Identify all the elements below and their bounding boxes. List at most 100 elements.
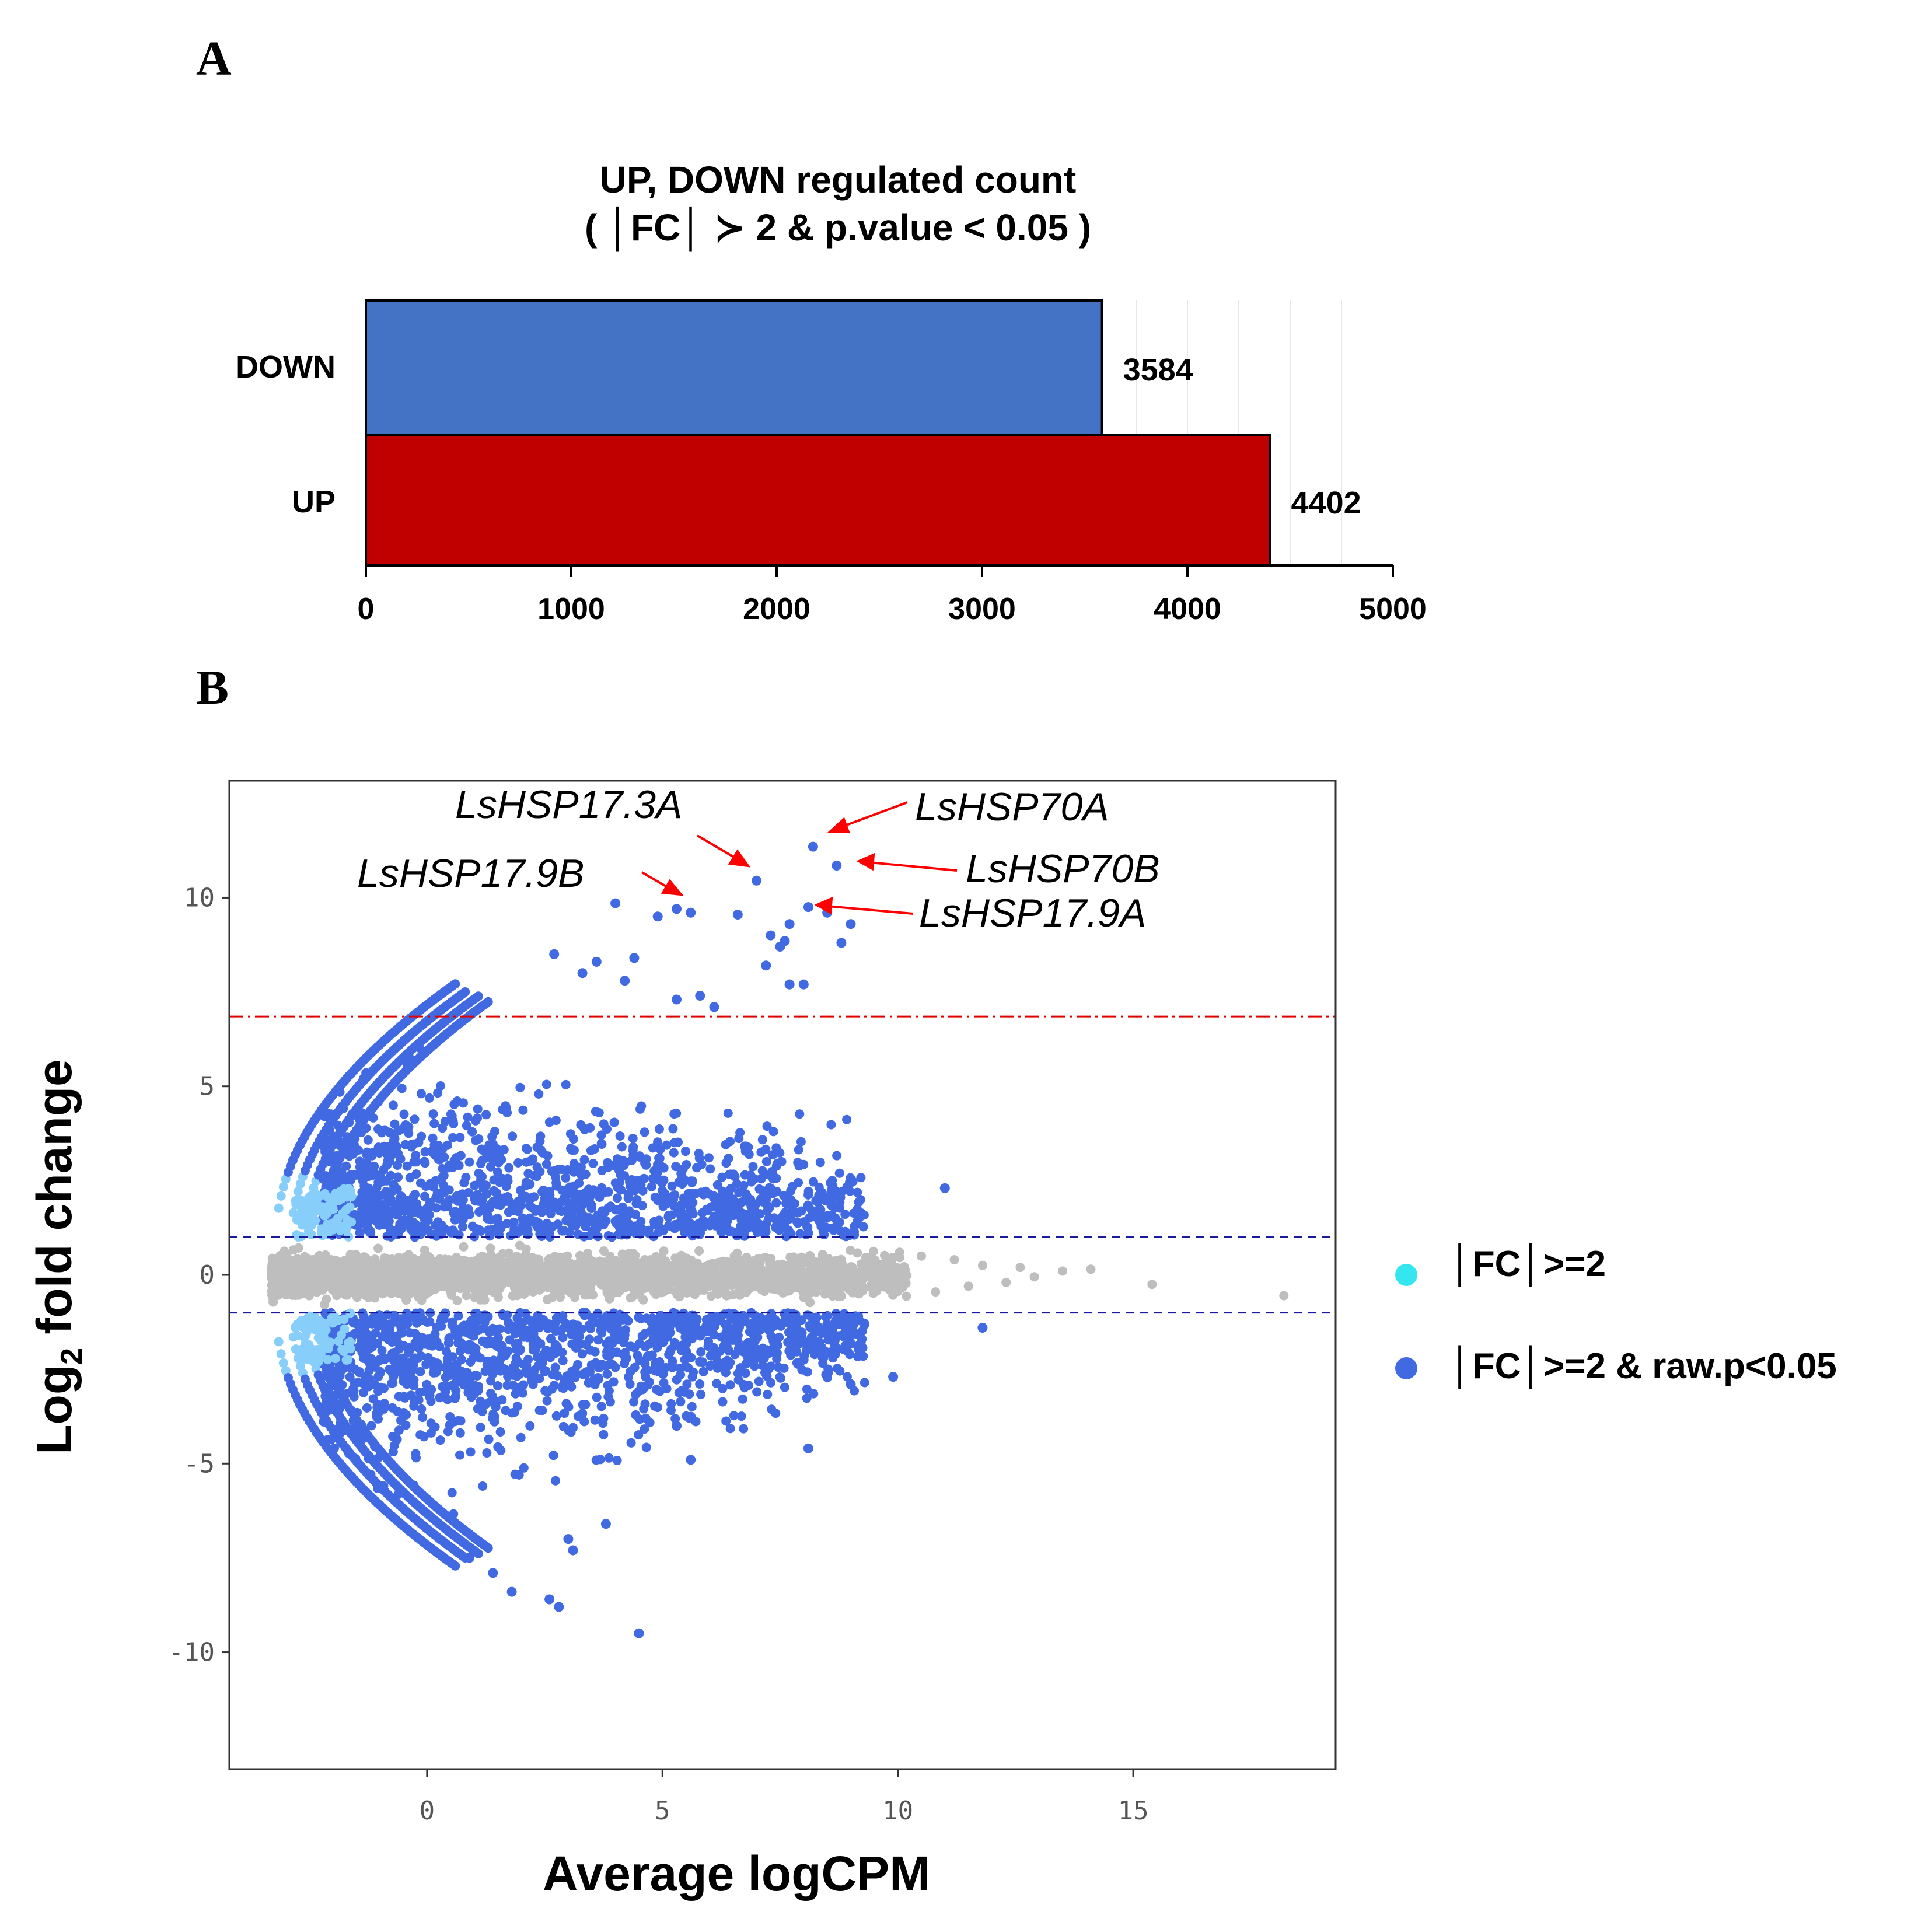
ma-sig-point [712, 1180, 722, 1190]
ma-sig-point [381, 1214, 391, 1224]
ma-edge-point [483, 997, 493, 1007]
ma-sig-point [780, 1208, 790, 1218]
ma-sig-point [681, 1147, 690, 1156]
ma-sig-point [771, 1409, 781, 1418]
ma-sig-point [515, 1082, 525, 1092]
ma-edge-point [274, 1337, 284, 1347]
ma-edge-point [293, 1187, 303, 1197]
ma-nonsig-point [694, 1246, 704, 1256]
bar-chart-title-line1: UP, DOWN regulated count [600, 159, 1077, 201]
ma-sig-point [376, 1368, 385, 1378]
ma-sig-point [846, 1339, 856, 1348]
ma-sig-point [628, 1342, 638, 1352]
ma-sig-point [350, 1378, 359, 1388]
ma-sig-point [379, 1165, 389, 1175]
ma-sig-point [833, 1364, 842, 1374]
ma-edge-point [473, 991, 483, 1001]
ma-sig-point [435, 1435, 445, 1445]
ma-sig-point [425, 1093, 434, 1103]
ma-sig-point [532, 1172, 541, 1182]
ma-sig-point [375, 1310, 385, 1320]
ma-sig-point [754, 1376, 764, 1386]
ma-sig-point [455, 1450, 464, 1460]
ma-sig-point [410, 1199, 420, 1209]
ma-sig-point [613, 1161, 623, 1171]
ma-sig-point [476, 1423, 485, 1432]
ma-sig-point [545, 1187, 554, 1197]
ma-sig-point [686, 1411, 696, 1421]
ma-sig-point [411, 1449, 421, 1459]
ma-sig-point [788, 1182, 798, 1191]
ma-sig-point [487, 1337, 497, 1347]
bar-x-tick-label: 0 [358, 592, 375, 626]
ma-sig-point [706, 1202, 716, 1212]
ma-fc-point [323, 1208, 332, 1218]
ma-sig-point [817, 1221, 827, 1231]
ma-sig-point [573, 1360, 583, 1369]
ma-sig-point [445, 1412, 455, 1421]
ma-sig-point [653, 1334, 663, 1344]
ma-sig-point [474, 1168, 484, 1178]
ma-sig-point [359, 1353, 368, 1363]
ma-fc-point [343, 1355, 353, 1365]
ma-sig-point [591, 1455, 601, 1465]
ma-sig-point [768, 1189, 778, 1198]
ma-edge-point [278, 1182, 288, 1192]
ma-sig-point [741, 1141, 751, 1151]
ma-sig-point [404, 1348, 414, 1358]
ma-sig-point [335, 1087, 345, 1097]
ma-sig-point [357, 1320, 367, 1330]
ma-sig-point [373, 1124, 383, 1134]
ma-fc-point [305, 1344, 315, 1354]
ma-sig-point [373, 1414, 383, 1424]
ma-sig-point [695, 1357, 705, 1367]
ma-sig-point [803, 1200, 813, 1210]
ma-sig-point [839, 1332, 848, 1341]
ma-edge-point [274, 1203, 284, 1213]
ma-sig-point [393, 1490, 403, 1500]
ma-sig-point [825, 1191, 835, 1201]
ma-sig-point [573, 1320, 583, 1330]
ma-sig-point [330, 1444, 339, 1453]
ma-sig-point [516, 1432, 526, 1442]
ma-sig-point [491, 1188, 501, 1198]
ma-sig-point [324, 1126, 334, 1136]
ma-sig-point [580, 1212, 590, 1222]
ma-sig-point [461, 1172, 471, 1182]
ma-sig-point [463, 1112, 473, 1122]
ma-sig-point [426, 1396, 436, 1406]
ma-sig-point [421, 1182, 431, 1191]
ma-sig-point [701, 1186, 711, 1196]
ma-sig-point [853, 1187, 862, 1197]
ma-sig-point [537, 1406, 547, 1416]
ma-sig-point [598, 1418, 608, 1428]
ma-sig-point [357, 1169, 366, 1179]
ma-sig-point [602, 1369, 612, 1379]
ma-sig-point [348, 1416, 358, 1425]
ma-sig-point [522, 1144, 532, 1154]
ma-sig-point [633, 1351, 642, 1360]
ma-fc-point [341, 1222, 351, 1232]
ma-sig-point [581, 1340, 591, 1350]
ma-sig-point [478, 1183, 488, 1193]
ma-sig-point [324, 1146, 334, 1156]
ma-sig-point [821, 1312, 830, 1322]
ma-fc-point [336, 1330, 346, 1340]
ma-sig-point [711, 1351, 721, 1361]
ma-sig-point [388, 1100, 398, 1110]
ma-sig-point [501, 1350, 511, 1360]
ma-sig-point [750, 1223, 760, 1233]
ma-sig-point [739, 1379, 748, 1389]
ma-sig-point [319, 1111, 329, 1121]
ma-sig-point [714, 1194, 724, 1204]
ma-sig-point [373, 1097, 383, 1107]
ma-sig-point [573, 1411, 583, 1421]
ma-sig-point [641, 1154, 651, 1164]
ma-sig-point [663, 1211, 673, 1221]
ma-sig-point [792, 1347, 802, 1357]
ma-sig-point [803, 1190, 813, 1200]
ma-sig-point [667, 1181, 677, 1191]
ma-sig-point [505, 1335, 515, 1345]
ma-sig-point [596, 1326, 606, 1335]
ma-sig-point [409, 1157, 419, 1167]
